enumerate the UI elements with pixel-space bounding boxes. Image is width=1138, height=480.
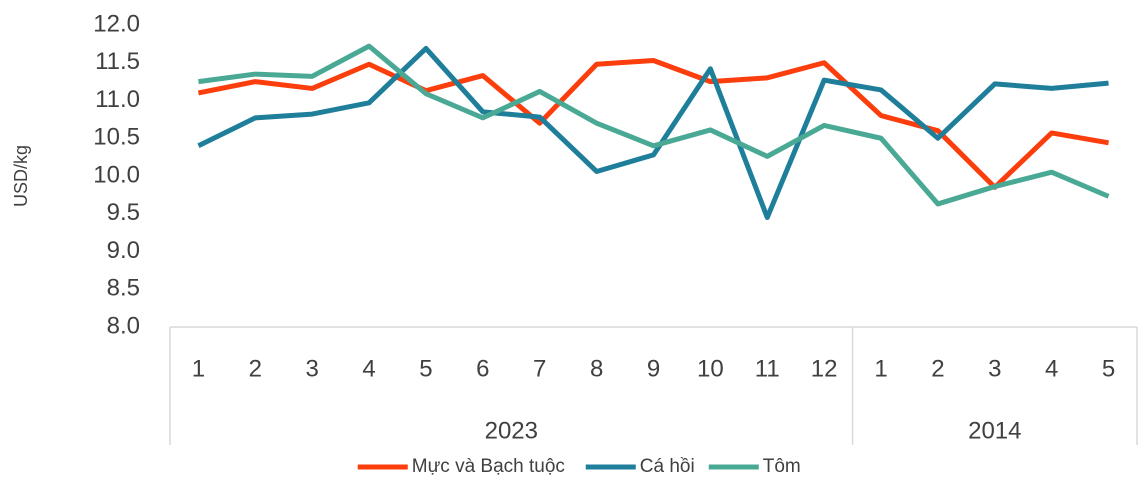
- y-tick-label: 9.5: [107, 199, 140, 226]
- y-axis-label: USD/kg: [11, 145, 31, 207]
- y-tick-label: 8.0: [107, 312, 140, 339]
- y-tick-label: 9.0: [107, 237, 140, 264]
- x-tick-label: 8: [590, 355, 603, 382]
- x-tick-label: 6: [476, 355, 489, 382]
- series-line: [197, 57, 1109, 190]
- x-tick-label: 3: [306, 355, 319, 382]
- x-tick-label: 12: [811, 355, 838, 382]
- x-tick-label: 5: [1102, 355, 1115, 382]
- legend-label: Mực và Bạch tuộc: [412, 456, 565, 477]
- legend-label: Cá hồi: [640, 456, 695, 477]
- y-tick-label: 10.5: [93, 124, 140, 151]
- x-tick-label: 4: [1045, 355, 1058, 382]
- x-tick-label: 1: [874, 355, 887, 382]
- x-tick-label: 1: [192, 355, 205, 382]
- series-line: [198, 43, 1110, 207]
- y-tick-label: 12.0: [93, 10, 140, 37]
- x-tick-label: 2: [931, 355, 944, 382]
- x-group-label: 2023: [485, 417, 538, 444]
- x-tick-label: 3: [988, 355, 1001, 382]
- y-tick-label: 10.0: [93, 161, 140, 188]
- y-tick-label: 8.5: [107, 275, 140, 302]
- x-tick-label: 5: [419, 355, 432, 382]
- x-tick-label: 4: [362, 355, 375, 382]
- x-tick-label: 10: [697, 355, 724, 382]
- y-tick-label: 11.5: [95, 48, 140, 75]
- x-tick-label: 2: [249, 355, 262, 382]
- x-group-label: 2014: [968, 417, 1021, 444]
- series-line: [197, 45, 1109, 221]
- x-tick-label: 11: [755, 355, 780, 382]
- x-tick-label: 9: [647, 355, 660, 382]
- x-tick-label: 7: [533, 355, 546, 382]
- y-tick-label: 11.0: [95, 86, 140, 113]
- legend-label: Tôm: [763, 456, 801, 477]
